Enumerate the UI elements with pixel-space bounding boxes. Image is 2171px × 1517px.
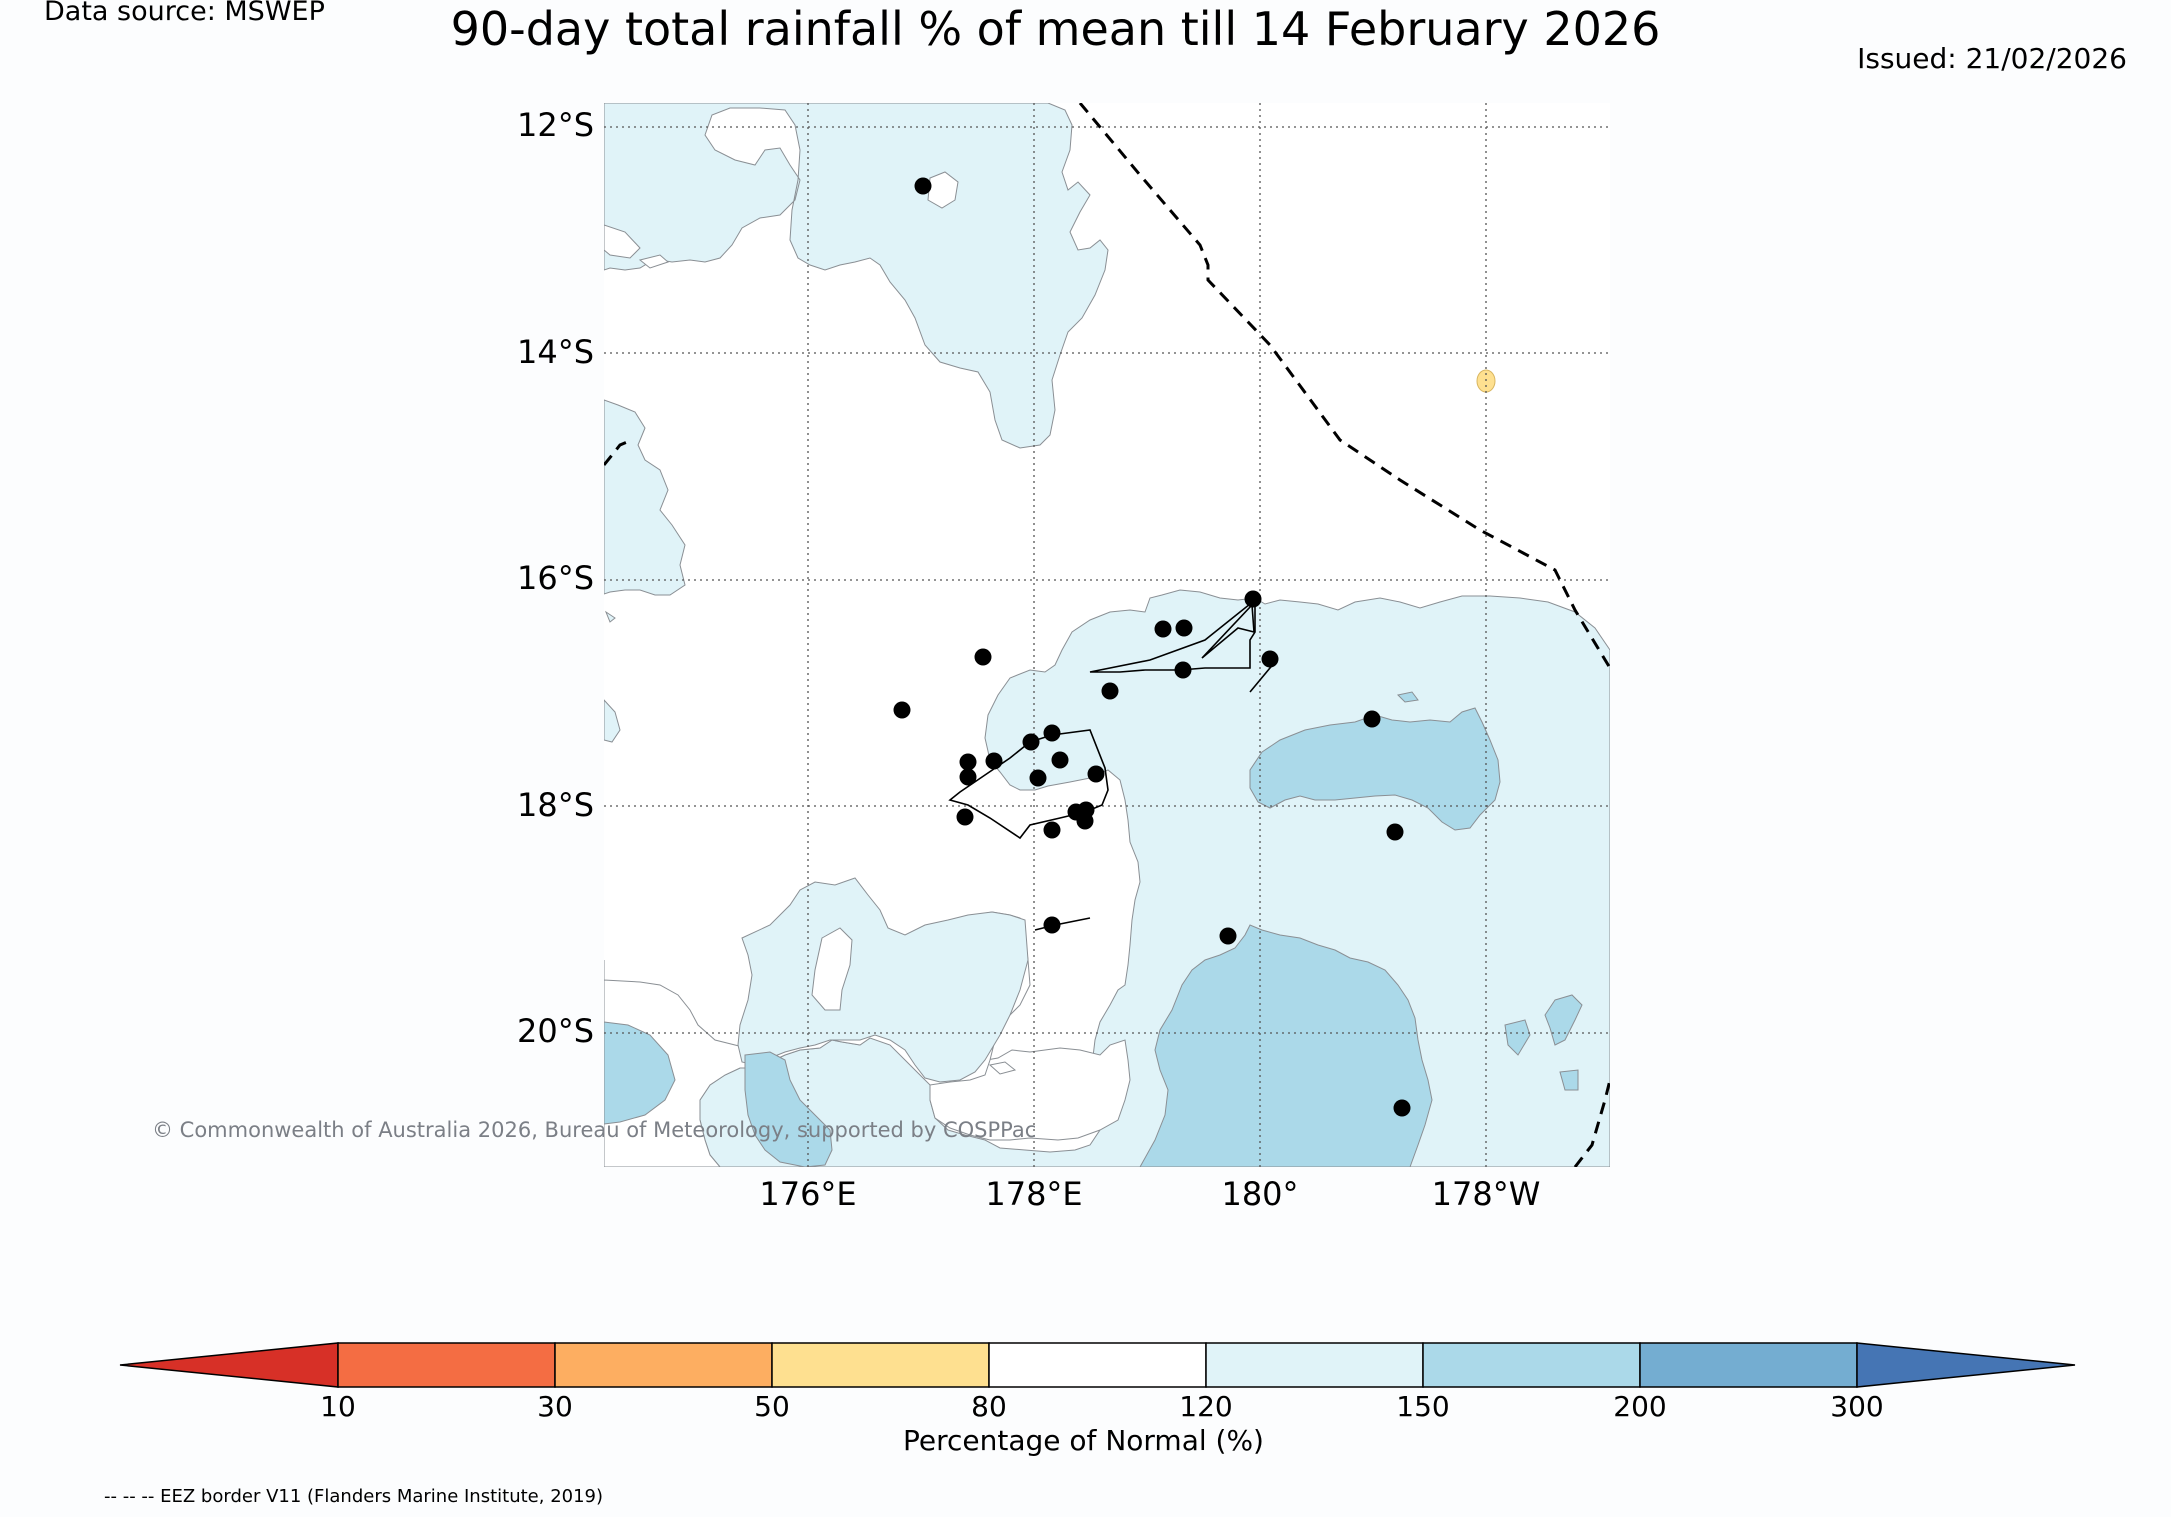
colorbar-label: Percentage of Normal (%) [0,1424,2171,1457]
map-title-text: 90-day total rainfall % of mean till 14 … [450,2,1661,56]
lat-label-14s: 14°S [516,333,594,371]
vanua-levu-inner [1201,603,1255,659]
issued-date: Issued: 21/02/2026 [1857,42,2127,75]
region-120-150-west [604,399,686,596]
region-150-200-south [1139,924,1433,1167]
colorbar-segment-200-300 [1639,1342,1858,1388]
region-150-200-sw-2 [744,1051,833,1167]
hole-sw-blob [811,927,853,1011]
colorbar-segment-10-30 [337,1342,556,1388]
colorbar [119,1342,2076,1388]
lat-label-18s: 18°S [516,786,594,824]
lon-label-178w: 178°W [1431,1175,1541,1213]
island-west-1 [604,699,621,743]
colorbar-segment-120-150 [1205,1342,1424,1388]
colorbar-tick-300: 300 [1830,1390,1884,1423]
hole-north-2 [604,224,641,259]
eez-border [604,103,1610,1167]
colorbar-tick-30: 30 [537,1390,573,1423]
colorbar-label-text: Percentage of Normal (%) [903,1424,1264,1457]
colorbar-segment-80-120 [988,1342,1207,1388]
lat-label-16s: 16°S [516,559,594,597]
map-title: 90-day total rainfall % of mean till 14 … [0,2,2171,56]
lat-label-12s: 12°S [516,106,594,144]
hole-north-1 [927,171,959,209]
lon-label-178e: 178°E [985,1175,1083,1213]
station-markers [893,177,1411,1117]
lat-label-20s: 20°S [516,1012,594,1050]
colorbar-tick-120: 120 [1179,1390,1233,1423]
hole-north-3 [638,254,669,269]
island-west-2 [604,610,616,623]
data-source-label: Data source: MSWEP [44,0,325,27]
lon-label-176e: 176°E [759,1175,857,1213]
islet-150-200-se-2 [1504,1019,1531,1056]
colorbar-segment-150-200 [1422,1342,1641,1388]
colorbar-segment-below-10 [119,1342,339,1388]
islet-150-200-1 [1396,691,1419,703]
eez-border-note: -- -- -- EEZ border V11 (Flanders Marine… [104,1486,604,1507]
lon-label-180: 180° [1221,1175,1299,1213]
colorbar-tick-50: 50 [754,1390,790,1423]
islet-150-200-se-3 [1559,1069,1579,1091]
colorbar-segment-50-80 [771,1342,990,1388]
copyright-notice: © Commonwealth of Australia 2026, Bureau… [152,1118,1037,1142]
colorbar-segment-30-50 [554,1342,773,1388]
colorbar-tick-150: 150 [1396,1390,1450,1423]
region-120-150-north [604,103,1109,449]
colorbar-segment-above-300 [1856,1342,2076,1388]
region-150-200-east [1249,707,1501,831]
vanua-levu-outline [1089,598,1256,673]
colorbar-tick-200: 200 [1613,1390,1667,1423]
colorbar-tick-10: 10 [320,1390,356,1423]
hole-south-white [988,1061,1017,1075]
colorbar-tick-80: 80 [971,1390,1007,1423]
region-150-200-sw-corner [604,1021,676,1125]
islet-150-200-se-1 [1544,994,1583,1046]
